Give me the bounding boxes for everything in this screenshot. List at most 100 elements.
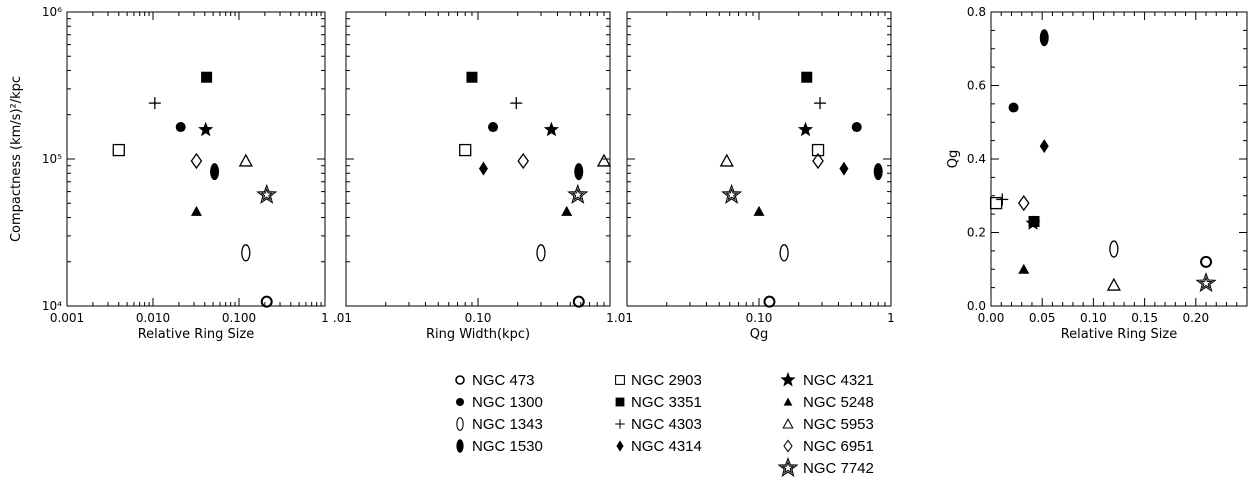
point-ngc-5248 <box>561 205 573 216</box>
legend-label: NGC 4303 <box>631 416 702 433</box>
legend-label: NGC 7742 <box>803 460 874 477</box>
y-tick-label: 0.0 <box>967 299 986 313</box>
point-ngc-473 <box>260 295 273 308</box>
point-ngc-1530 <box>873 163 883 181</box>
legend-label: NGC 1343 <box>472 416 543 433</box>
legend-symbol-filled-square <box>615 397 625 407</box>
point-ngc-6951 <box>812 152 824 170</box>
panel-3: .01 0.10 1 Qg <box>614 11 895 342</box>
legend-label: NGC 5248 <box>803 394 874 411</box>
legend-item-ngc-1530: NGC 1530 <box>456 438 543 455</box>
point-ngc-1300 <box>1008 102 1019 113</box>
point-ngc-473 <box>763 295 776 308</box>
y-tick-label: 0.8 <box>967 5 986 19</box>
legend-symbol-filled-diamond <box>616 440 624 452</box>
x-tick-label: 0.001 <box>50 311 84 325</box>
legend-item-ngc-6951: NGC 6951 <box>783 438 874 455</box>
legend-item-ngc-1343: NGC 1343 <box>456 416 543 433</box>
legend-label: NGC 4321 <box>803 372 874 389</box>
legend-symbol-open-ellipse <box>456 417 464 431</box>
panel-4: 0.00 0.05 0.10 0.15 0.20 0.0 0.2 0.4 0.6 0.8 Relat… <box>946 5 1248 342</box>
point-ngc-2903 <box>112 143 125 157</box>
legend-item-ngc-3351: NGC 3351 <box>615 394 702 411</box>
point-ngc-4314 <box>1039 139 1049 154</box>
y-axis-ticks <box>346 18 610 307</box>
x-tick-label: 0.15 <box>1131 311 1158 325</box>
x-axis-label: Qg <box>750 327 768 342</box>
y-tick-label: 10⁵ <box>42 152 62 166</box>
x-axis-ticks <box>66 12 322 306</box>
legend-label: NGC 4314 <box>631 438 702 455</box>
point-ngc-7742 <box>721 183 743 204</box>
point-ngc-5953 <box>596 153 612 167</box>
x-axis-label: Ring Width(kpc) <box>426 327 530 342</box>
x-tick-label: 0.10 <box>746 311 773 325</box>
legend-symbol-filled-triangle <box>783 397 793 406</box>
point-ngc-4314 <box>839 161 849 176</box>
plot-frame <box>345 11 611 307</box>
y-axis-label: Qg <box>946 150 961 168</box>
y-tick-label: 0.6 <box>967 79 986 93</box>
legend-item-ngc-5248: NGC 5248 <box>783 394 874 411</box>
point-ngc-4321 <box>543 121 559 137</box>
legend-symbol-open-star <box>777 456 799 477</box>
point-ngc-473 <box>1200 255 1213 268</box>
x-axis-label: Relative Ring Size <box>138 327 255 342</box>
y-tick-label: 10⁶ <box>42 5 62 19</box>
legend-label: NGC 2903 <box>631 372 702 389</box>
legend-item-ngc-4314: NGC 4314 <box>616 438 702 455</box>
data-points <box>719 71 883 308</box>
point-ngc-4314 <box>478 161 488 176</box>
plot-frame <box>66 11 326 307</box>
data-points <box>459 71 612 308</box>
legend-item-ngc-4303: NGC 4303 <box>615 416 702 433</box>
point-ngc-5953 <box>719 153 734 167</box>
point-ngc-1530 <box>1039 29 1049 47</box>
panel-1: 0.001 0.010 0.100 1 10⁴ 10⁵ 10⁶ Relative Ring S… <box>9 5 329 342</box>
point-ngc-4303 <box>510 97 523 110</box>
point-ngc-5953 <box>1106 277 1121 291</box>
legend-label: NGC 1530 <box>472 438 543 455</box>
legend-item-ngc-473: NGC 473 <box>455 372 535 389</box>
x-tick-label: .01 <box>614 311 633 325</box>
x-tick-label: 1 <box>606 311 614 325</box>
point-ngc-6951 <box>190 152 203 170</box>
legend-symbol-open-circle <box>455 375 465 385</box>
plot-frame <box>626 11 892 307</box>
x-tick-label: 1 <box>887 311 895 325</box>
point-ngc-4321 <box>797 121 814 137</box>
legend-symbol-filled-star <box>780 372 796 387</box>
point-ngc-7742 <box>256 183 278 204</box>
point-ngc-7742 <box>1195 272 1217 293</box>
legend-item-ngc-1300: NGC 1300 <box>456 394 543 411</box>
x-axis-ticks <box>990 12 1248 306</box>
x-tick-label: 0.100 <box>222 311 256 325</box>
y-axis-label: Compactness (km/s)²/kpc <box>9 76 24 242</box>
point-ngc-473 <box>572 295 585 308</box>
point-ngc-1343 <box>536 244 546 262</box>
x-tick-label: 0.20 <box>1182 311 1209 325</box>
point-ngc-4321 <box>198 121 214 137</box>
x-axis-label: Relative Ring Size <box>1061 327 1178 342</box>
data-points <box>989 29 1217 293</box>
point-ngc-5248 <box>753 205 765 216</box>
point-ngc-5248 <box>190 205 202 216</box>
point-ngc-1300 <box>175 122 186 133</box>
point-ngc-7742 <box>567 183 589 204</box>
x-tick-label: 0.10 <box>1080 311 1107 325</box>
point-ngc-1343 <box>1109 240 1119 258</box>
point-ngc-3351 <box>201 71 213 83</box>
legend-label: NGC 5953 <box>803 416 874 433</box>
legend-item-ngc-5953: NGC 5953 <box>782 416 874 433</box>
legend-label: NGC 1300 <box>472 394 543 411</box>
panel-2: .01 0.10 1 Ring Width(kpc) <box>333 11 614 342</box>
x-tick-label: 0.10 <box>465 311 492 325</box>
x-tick-label: 0.00 <box>978 311 1005 325</box>
legend-symbol-filled-ellipse <box>456 439 464 453</box>
point-ngc-4303 <box>148 97 161 110</box>
point-ngc-1300 <box>488 122 499 133</box>
point-ngc-2903 <box>811 143 825 157</box>
legend-symbol-open-diamond <box>783 439 793 453</box>
legend-label: NGC 3351 <box>631 394 702 411</box>
